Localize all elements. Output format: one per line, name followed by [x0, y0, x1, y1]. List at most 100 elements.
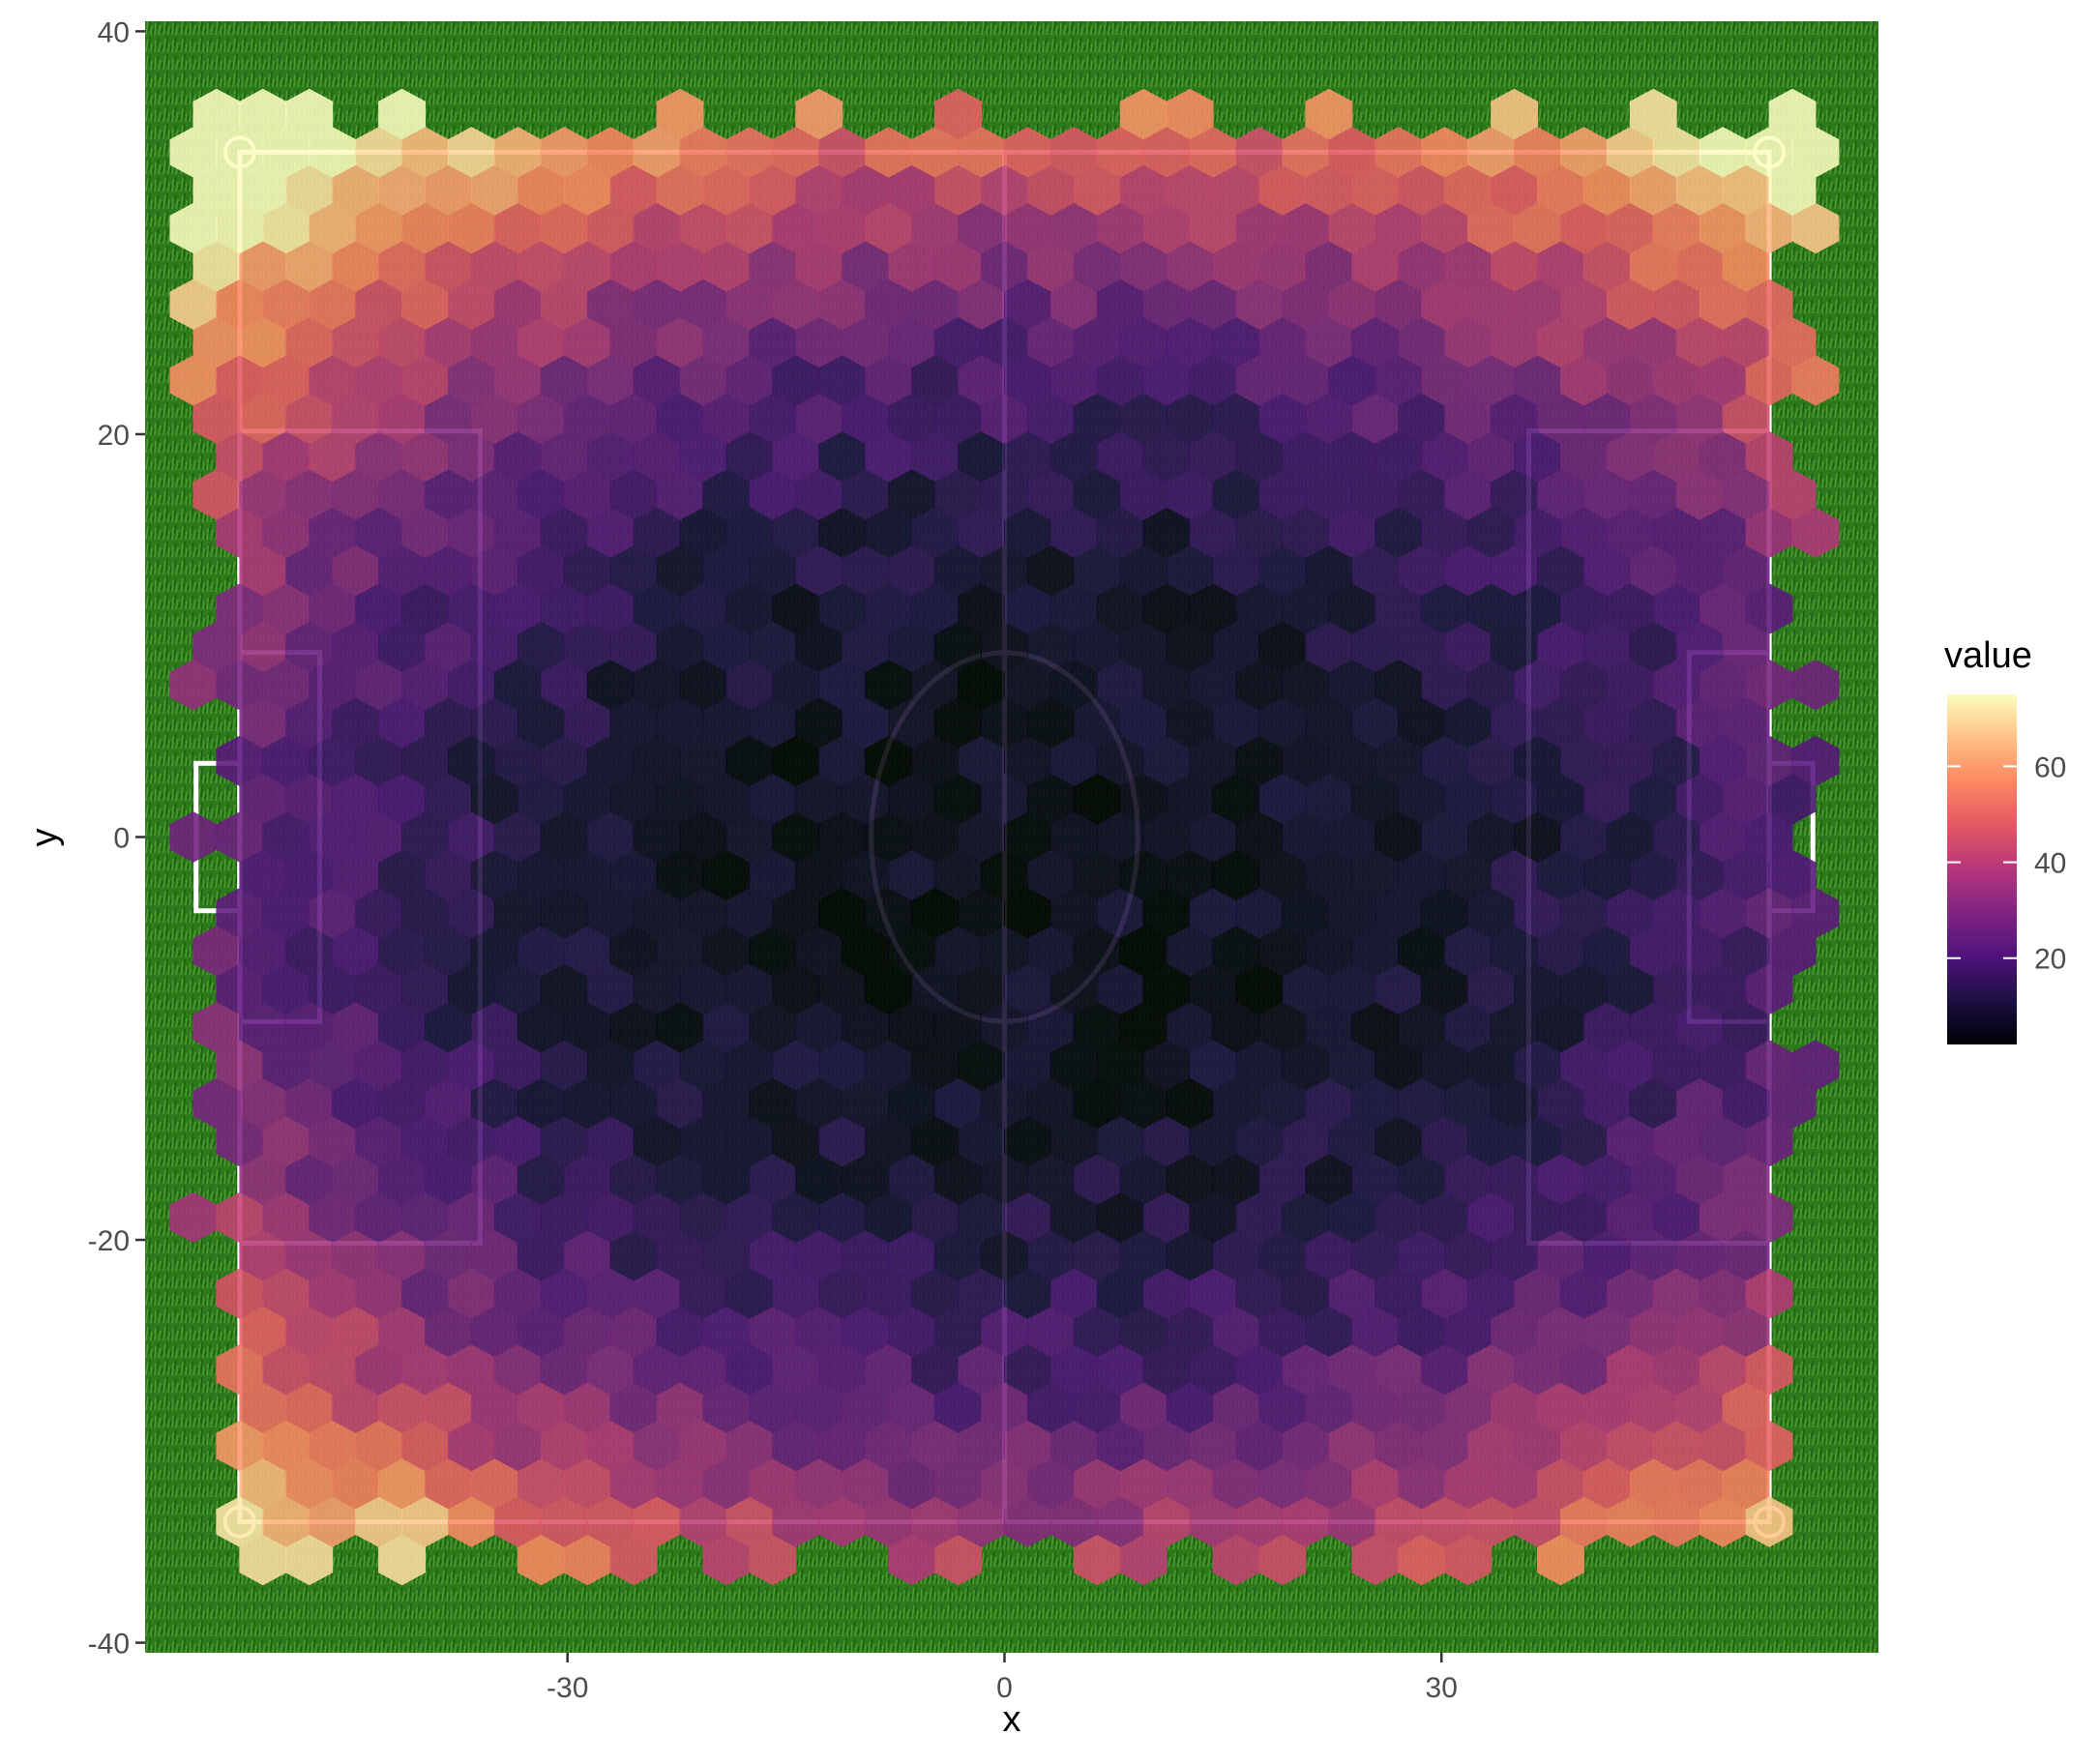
hex-cell	[888, 1230, 936, 1281]
hex-cell	[1606, 355, 1654, 406]
hex-cell	[1073, 1382, 1121, 1433]
hex-cell	[355, 1191, 403, 1244]
hex-cell	[633, 1344, 681, 1396]
hex-cell	[1652, 583, 1700, 634]
hex-cell	[1537, 1306, 1584, 1358]
hex-cell	[1629, 469, 1677, 520]
hex-cell	[1142, 659, 1191, 711]
hex-cell	[332, 849, 380, 901]
hex-cell	[958, 1191, 1005, 1244]
hex-cell	[1699, 202, 1747, 254]
hex-cell	[1073, 544, 1121, 597]
hex-cell	[563, 1534, 611, 1586]
hex-cell	[1652, 1040, 1700, 1091]
hex-cell	[239, 316, 287, 368]
hex-cell	[795, 164, 843, 216]
x-tick-label: 0	[996, 1672, 1013, 1704]
hex-cell	[1119, 1458, 1168, 1510]
hex-cell	[749, 469, 797, 520]
hex-cell	[1722, 316, 1770, 368]
hex-cell	[1073, 469, 1121, 520]
hex-cell	[1629, 849, 1677, 901]
hex-cell	[1142, 735, 1191, 786]
hex-cell	[1142, 430, 1191, 483]
hex-cell	[702, 1534, 751, 1586]
hex-cell	[216, 127, 264, 178]
hex-cell	[842, 849, 890, 901]
hex-cell	[656, 544, 704, 597]
hex-cell	[1328, 735, 1376, 786]
hex-cell	[401, 279, 449, 330]
hex-cell	[888, 1382, 936, 1433]
hex-cell	[1675, 241, 1724, 292]
hex-cell	[540, 888, 588, 939]
hex-cell	[1166, 697, 1214, 749]
hex-cell	[563, 393, 611, 444]
hex-cell	[795, 316, 843, 368]
hex-cell	[1722, 1002, 1770, 1053]
hex-cell	[865, 735, 913, 786]
hex-cell	[1675, 1306, 1724, 1358]
hex-cell	[725, 127, 774, 178]
hex-cell	[1258, 1154, 1307, 1205]
hex-cell	[1699, 355, 1747, 406]
hex-cell	[1305, 316, 1353, 368]
hex-cell	[633, 507, 681, 558]
hex-cell	[1004, 127, 1051, 178]
hex-cell	[1212, 1382, 1260, 1433]
hex-cell	[1444, 1002, 1493, 1053]
hex-cell	[425, 621, 472, 672]
hex-cell	[1582, 697, 1631, 749]
hex-cell	[493, 1420, 542, 1472]
hex-cell	[1004, 1344, 1051, 1396]
hex-cell	[795, 469, 843, 520]
hex-cell	[563, 773, 611, 825]
hex-cell	[1305, 697, 1353, 749]
hex-cell	[958, 1116, 1005, 1167]
hex-cell	[1398, 1458, 1446, 1510]
hex-cell	[1722, 926, 1770, 977]
hex-cell	[1351, 1154, 1400, 1205]
hex-cell	[795, 544, 843, 597]
hex-cell	[702, 1002, 751, 1053]
hex-cell	[1444, 544, 1493, 597]
hex-cell	[540, 1420, 588, 1472]
hex-cell	[192, 241, 241, 292]
hex-cell	[1444, 469, 1493, 520]
hex-cell	[1606, 1496, 1654, 1547]
hex-cell	[702, 849, 751, 901]
hex-cell	[702, 773, 751, 825]
hex-cell	[586, 1420, 635, 1472]
hex-cell	[1004, 430, 1051, 483]
hex-cell	[378, 697, 426, 749]
hex-cell	[1444, 316, 1493, 368]
hex-cell	[842, 697, 890, 749]
hex-cell	[1119, 1230, 1168, 1281]
hex-cell	[540, 963, 588, 1015]
hex-cell	[911, 1344, 959, 1396]
hex-cell	[239, 1154, 287, 1205]
hex-cell	[1491, 697, 1538, 749]
hex-cell	[934, 773, 982, 825]
hex-cell	[1166, 164, 1214, 216]
hex-cell	[772, 1420, 820, 1472]
hex-cell	[1491, 393, 1538, 444]
hex-cell	[401, 202, 449, 254]
hex-cell	[1166, 1382, 1214, 1433]
hex-cell	[169, 202, 218, 254]
hex-cell	[332, 697, 380, 749]
hex-cell	[1119, 88, 1168, 140]
hex-cell	[425, 393, 472, 444]
hex-cell	[702, 393, 751, 444]
hex-cell	[1537, 773, 1584, 825]
hex-cell	[1537, 1382, 1584, 1433]
hex-cell	[262, 1420, 310, 1472]
legend-tick-label: 60	[2034, 751, 2066, 783]
hex-cell	[1652, 127, 1700, 178]
hex-cell	[262, 583, 310, 634]
hex-cell	[1491, 621, 1538, 672]
hex-cell	[1675, 1077, 1724, 1130]
hex-cell	[1582, 1306, 1631, 1358]
hex-cell	[1699, 1344, 1747, 1396]
hex-cell	[285, 926, 334, 977]
